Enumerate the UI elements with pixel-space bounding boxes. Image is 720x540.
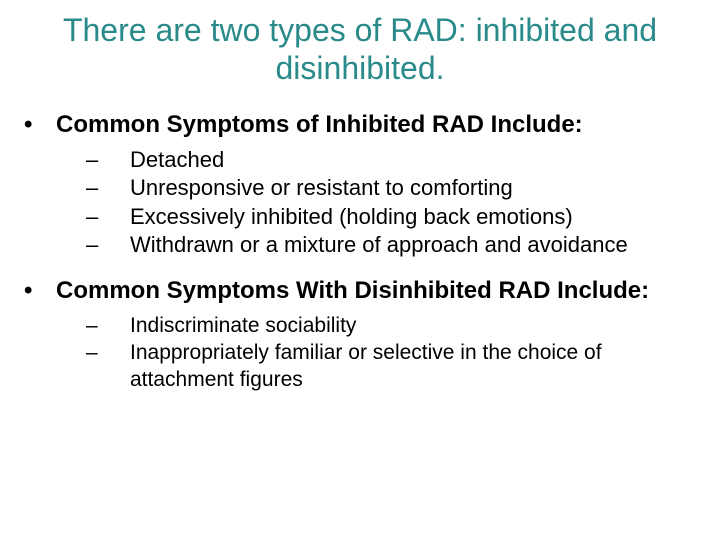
list-item-text: Inappropriately familiar or selective in… (130, 341, 602, 391)
list-item: – Withdrawn or a mixture of approach and… (108, 231, 692, 260)
dash-icon: – (108, 231, 130, 260)
list-item-text: Unresponsive or resistant to comforting (130, 175, 513, 200)
symptom-list-disinhibited: – Indiscriminate sociability – Inappropr… (108, 312, 692, 394)
list-item-text: Excessively inhibited (holding back emot… (130, 204, 573, 229)
dash-icon: – (108, 339, 130, 366)
bullet-icon: • (40, 276, 56, 306)
dash-icon: – (108, 146, 130, 175)
dash-icon: – (108, 203, 130, 232)
bullet-icon: • (40, 110, 56, 140)
list-item: – Inappropriately familiar or selective … (108, 339, 692, 394)
list-item: – Excessively inhibited (holding back em… (108, 203, 692, 232)
dash-icon: – (108, 312, 130, 339)
dash-icon: – (108, 174, 130, 203)
list-item: – Unresponsive or resistant to comfortin… (108, 174, 692, 203)
list-item-text: Withdrawn or a mixture of approach and a… (130, 232, 628, 257)
section-heading-disinhibited: • Common Symptoms With Disinhibited RAD … (56, 276, 692, 306)
slide-title: There are two types of RAD: inhibited an… (28, 12, 692, 88)
section-heading-text: Common Symptoms of Inhibited RAD Include… (56, 111, 583, 138)
list-item-text: Indiscriminate sociability (130, 314, 356, 337)
list-item: – Detached (108, 146, 692, 175)
section-heading-text: Common Symptoms With Disinhibited RAD In… (56, 277, 649, 304)
list-item-text: Detached (130, 147, 224, 172)
section-heading-inhibited: • Common Symptoms of Inhibited RAD Inclu… (56, 110, 692, 140)
list-item: – Indiscriminate sociability (108, 312, 692, 339)
symptom-list-inhibited: – Detached – Unresponsive or resistant t… (108, 146, 692, 260)
